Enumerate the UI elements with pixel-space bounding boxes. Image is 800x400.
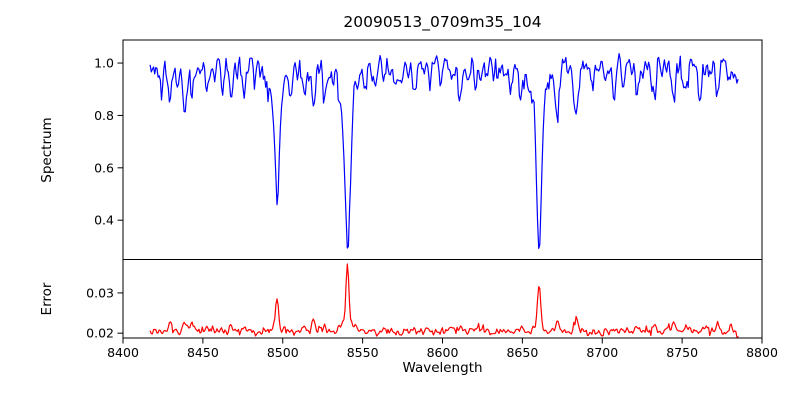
error-line — [149, 263, 739, 338]
error-y-tick-label: 0.03 — [86, 285, 114, 300]
spectrum-y-tick-label: 0.8 — [94, 108, 114, 123]
x-tick-label: 8700 — [586, 345, 618, 360]
error-panel-frame — [122, 259, 763, 339]
spectrum-y-tick-label: 1.0 — [94, 56, 114, 71]
x-tick-label: 8450 — [187, 345, 219, 360]
x-tick-label: 8600 — [427, 345, 459, 360]
x-tick-label: 8500 — [267, 345, 299, 360]
x-tick-label: 8800 — [746, 345, 778, 360]
spectrum-y-tick-label: 0.6 — [94, 160, 114, 175]
chart-title: 20090513_0709m35_104 — [343, 13, 542, 31]
x-tick-label: 8750 — [666, 345, 698, 360]
x-tick-label: 8650 — [506, 345, 538, 360]
spectrum-y-tick-label: 0.4 — [94, 213, 114, 228]
spectrum-line — [149, 53, 739, 249]
error-y-tick-label: 0.02 — [86, 326, 114, 341]
x-axis-label: Wavelength — [402, 360, 483, 376]
x-tick-label: 8400 — [107, 345, 139, 360]
x-tick-label: 8550 — [347, 345, 379, 360]
